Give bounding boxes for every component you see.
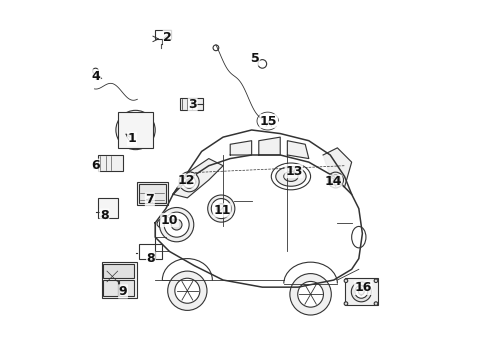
Ellipse shape [275,167,305,186]
Circle shape [183,175,195,188]
Bar [139,244,162,258]
Circle shape [354,285,367,298]
Circle shape [344,279,347,283]
Circle shape [350,282,370,302]
Text: 13: 13 [285,165,302,177]
Circle shape [122,116,149,144]
Text: 1: 1 [127,132,136,145]
Text: 4: 4 [92,70,101,83]
Text: 15: 15 [260,114,277,127]
Text: 2: 2 [163,31,172,44]
Bar [137,182,167,205]
Text: 6: 6 [91,159,99,172]
Circle shape [344,302,347,305]
Text: 9: 9 [119,285,127,298]
Circle shape [159,207,193,242]
Text: 16: 16 [354,282,371,294]
Circle shape [258,60,266,68]
Text: 3: 3 [188,99,197,112]
Circle shape [179,172,199,192]
Circle shape [171,219,182,230]
Text: 12: 12 [178,174,195,187]
Polygon shape [173,158,223,198]
Bar [98,155,123,171]
Ellipse shape [351,226,365,248]
Circle shape [373,279,377,283]
Circle shape [297,282,323,307]
Bar [344,278,378,305]
Circle shape [333,178,337,182]
Ellipse shape [157,217,174,228]
Polygon shape [230,141,251,155]
Circle shape [213,45,218,51]
Text: 8: 8 [100,209,108,222]
Circle shape [211,199,231,219]
Bar [103,280,118,296]
Circle shape [207,195,234,222]
Bar [118,112,153,148]
Polygon shape [287,141,308,158]
Circle shape [289,274,331,315]
Ellipse shape [271,163,310,190]
Circle shape [186,179,192,185]
Bar [180,98,203,111]
Text: 14: 14 [324,175,341,188]
Bar [102,262,137,298]
Ellipse shape [283,171,298,181]
Circle shape [93,68,98,74]
Polygon shape [323,148,351,187]
Circle shape [167,271,206,310]
Bar [98,198,118,217]
Circle shape [358,289,364,295]
Bar [119,280,134,296]
Text: 8: 8 [146,252,155,265]
Circle shape [175,278,200,303]
Text: 5: 5 [250,52,259,65]
Bar [103,264,134,278]
Circle shape [116,111,155,150]
Circle shape [373,302,377,305]
Circle shape [330,175,340,185]
Bar [155,30,171,39]
Text: 7: 7 [145,193,154,206]
Circle shape [164,212,189,237]
Circle shape [327,172,343,188]
Circle shape [216,204,225,213]
Polygon shape [258,137,280,155]
Bar [139,184,165,203]
Text: 10: 10 [161,213,178,226]
Text: 11: 11 [213,204,230,217]
Circle shape [129,123,142,136]
